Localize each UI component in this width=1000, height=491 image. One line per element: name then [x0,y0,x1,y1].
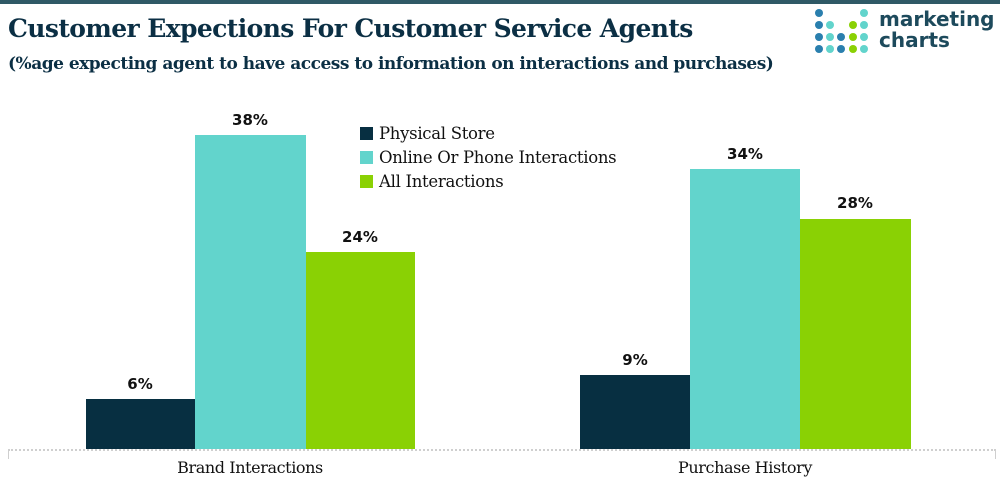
legend-label: Online Or Phone Interactions [379,147,617,167]
legend-item-physical-store: Physical Store [360,121,616,145]
value-label-brand-online: 38% [232,111,268,129]
logo-text-line2: charts [879,28,950,52]
bar-brand-all-interactions [306,252,415,449]
legend-label: Physical Store [379,123,495,143]
x-axis-line [8,449,996,451]
value-label-brand-all: 24% [342,228,378,246]
legend-item-online-phone: Online Or Phone Interactions [360,145,617,169]
value-label-brand-physical: 6% [127,375,153,393]
value-label-purchase-physical: 9% [622,351,648,369]
logo-wordmark: marketing charts [879,9,995,51]
legend-label: All Interactions [379,171,504,191]
x-axis-tick-left [8,449,9,459]
value-label-purchase-all: 28% [837,194,873,212]
x-axis-label-brand-interactions: Brand Interactions [177,458,323,477]
legend-swatch-online-phone [360,150,373,164]
chart-subtitle: (%age expecting agent to have access to … [8,54,774,74]
value-label-purchase-online: 34% [727,145,763,163]
bar-brand-online-phone [195,135,306,449]
top-accent-bar [0,0,1000,4]
bar-purchase-physical-store [580,375,690,449]
legend-item-all-interactions: All Interactions [360,169,616,193]
legend-swatch-physical-store [360,126,373,140]
x-axis-tick-right [995,449,996,459]
chart-legend: Physical Store Online Or Phone Interacti… [360,121,617,193]
logo-text-line1: marketing [879,7,995,31]
logo-dots-icon [815,9,875,54]
chart-title: Customer Expections For Customer Service… [8,14,693,43]
marketingcharts-logo: marketing charts [815,9,995,59]
bar-purchase-online-phone [690,169,800,449]
legend-swatch-all-interactions [360,174,373,188]
bar-purchase-all-interactions [800,219,911,449]
x-axis-label-purchase-history: Purchase History [678,458,812,477]
bar-brand-physical-store [86,399,195,449]
